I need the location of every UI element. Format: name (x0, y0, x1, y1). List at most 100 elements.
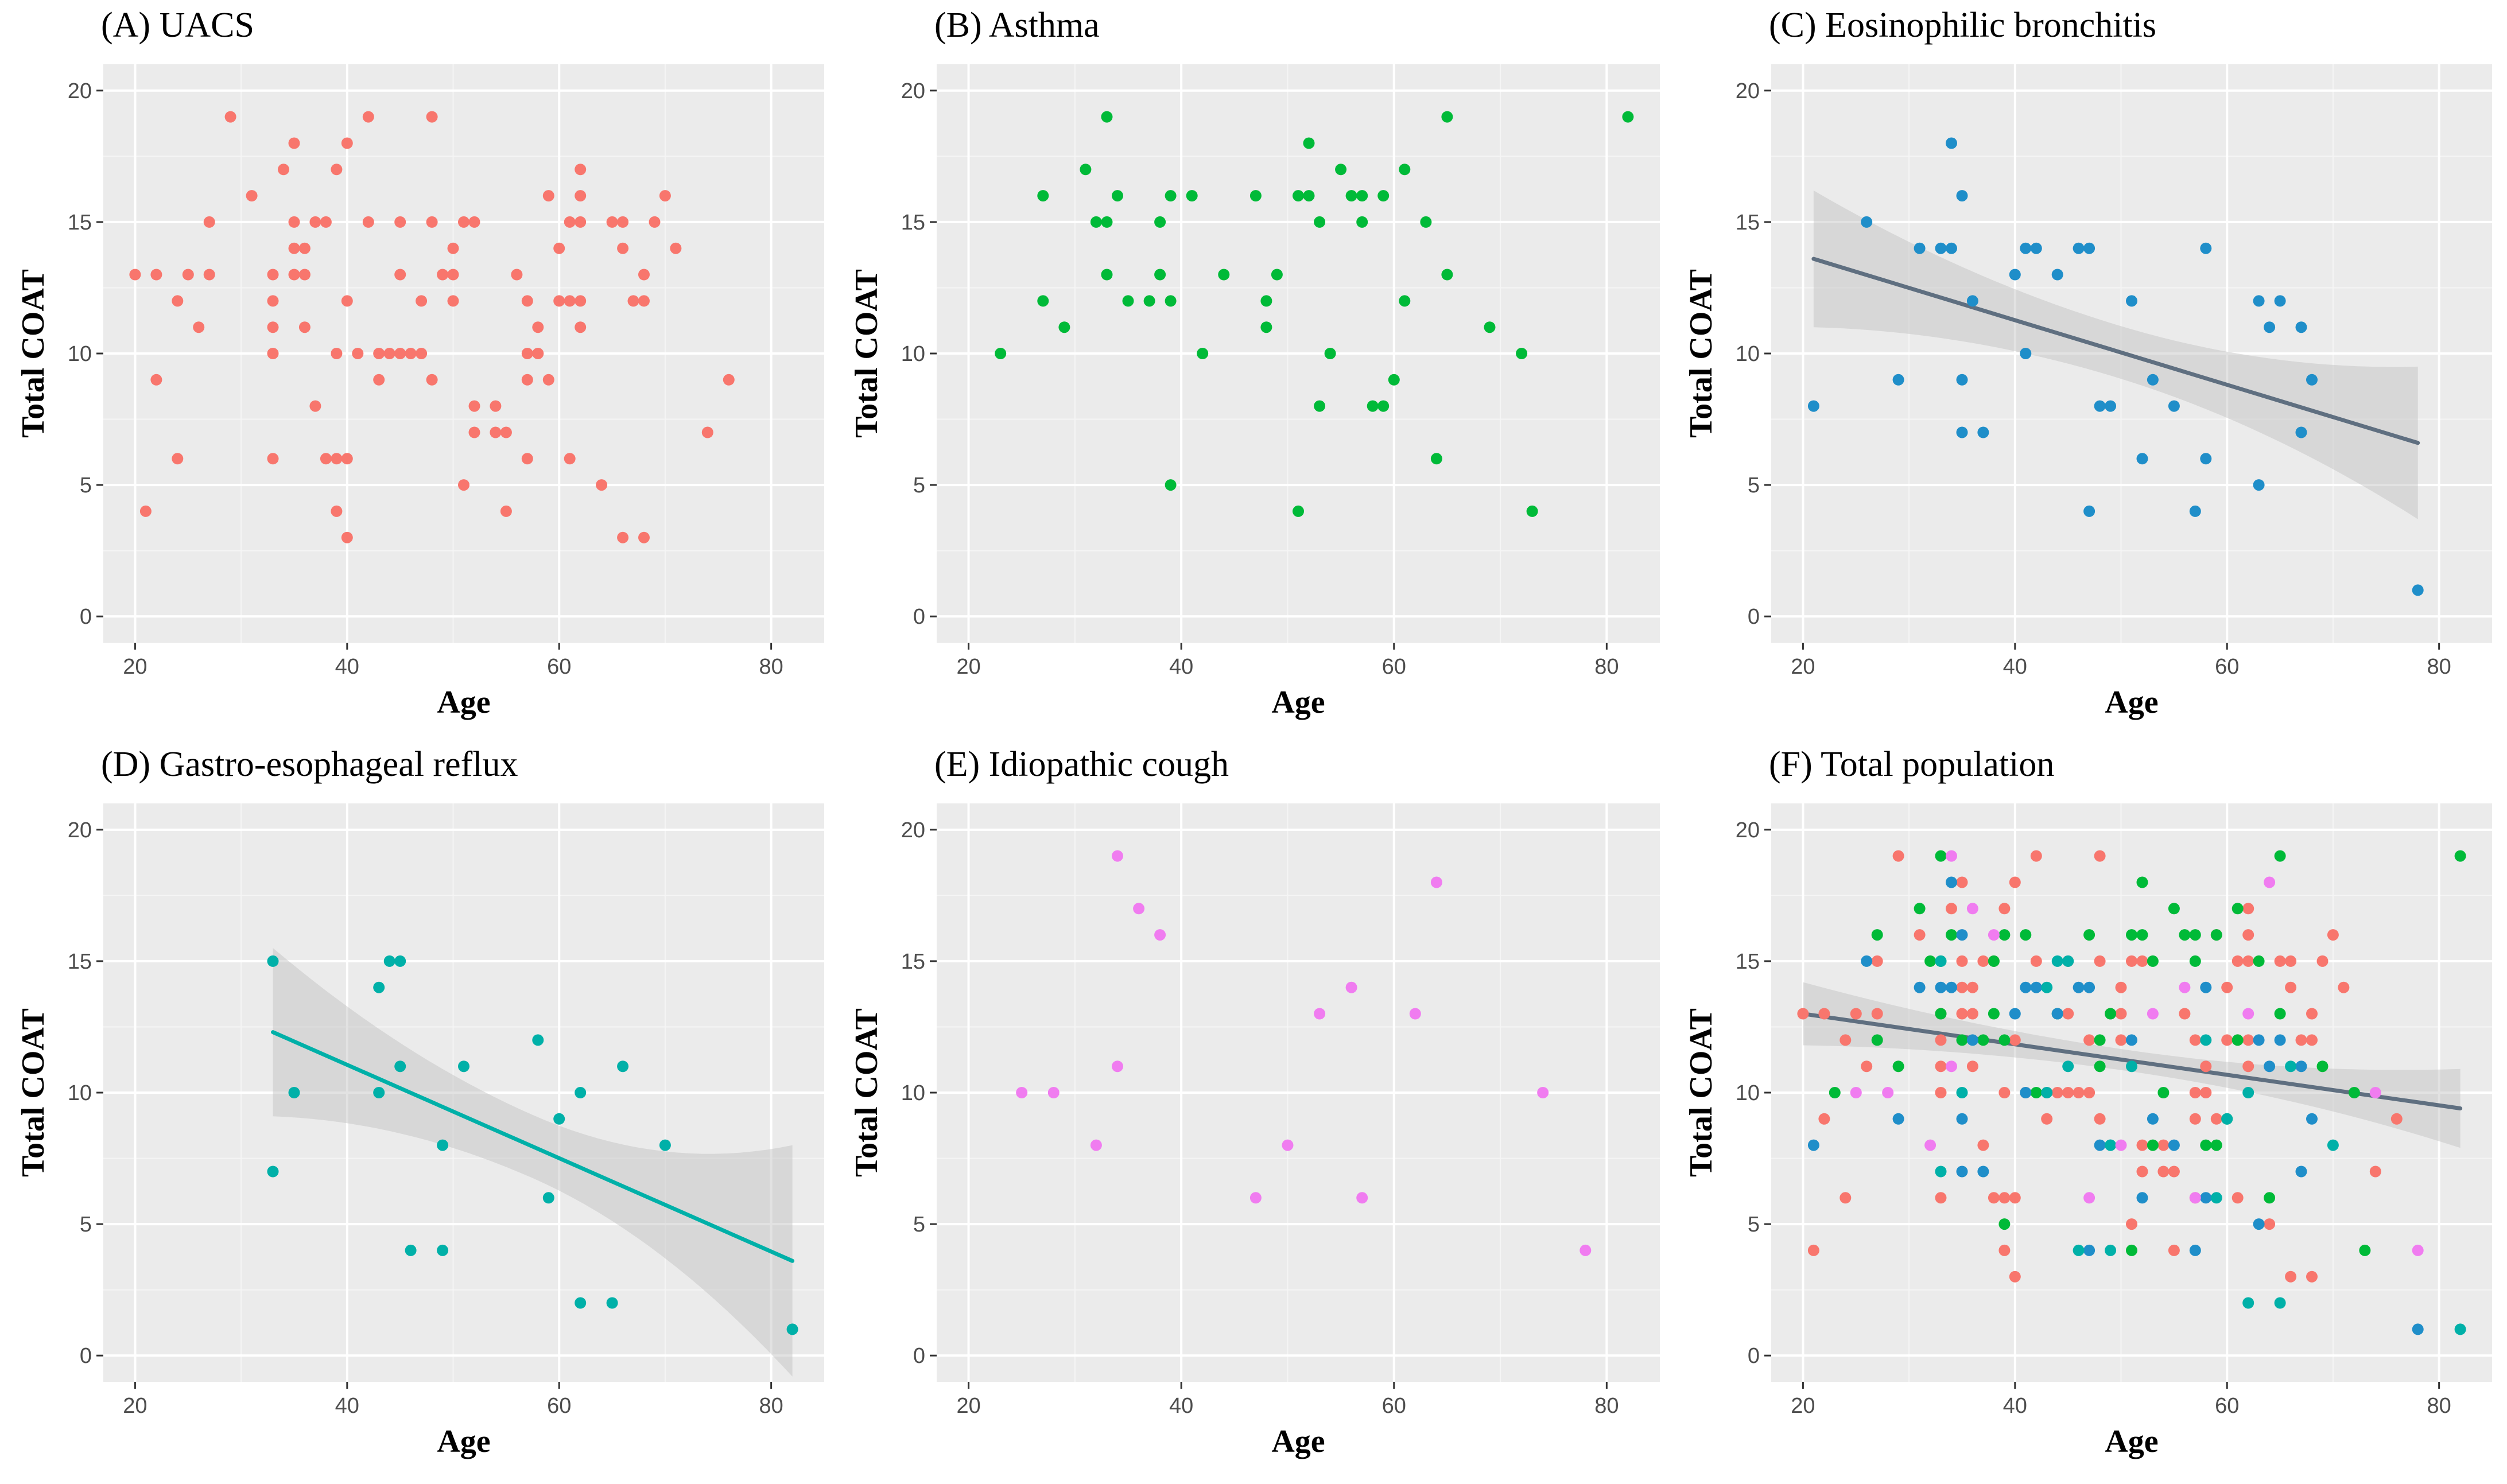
data-point-idiopathic-cough (1016, 1087, 1028, 1098)
x-tick-label: 60 (1382, 1394, 1406, 1418)
data-point-gastro-esophageal-reflux (373, 1087, 385, 1098)
y-tick-label: 0 (80, 605, 92, 629)
data-point-asthma (2126, 929, 2137, 941)
data-point-uacs (564, 453, 576, 465)
data-point-asthma (2020, 929, 2032, 941)
y-tick-label: 10 (1736, 1081, 1760, 1105)
data-point-asthma (1037, 190, 1049, 202)
data-point-gastro-esophageal-reflux (2221, 1113, 2233, 1125)
data-point-gastro-esophageal-reflux (1935, 955, 1947, 967)
data-point-uacs (352, 348, 364, 359)
data-point-uacs (617, 216, 629, 228)
data-point-uacs (298, 321, 311, 333)
data-point-eosinophilic-bronchitis (1977, 1166, 1989, 1178)
y-axis-title: Total COAT (15, 269, 51, 438)
data-point-asthma (2189, 955, 2201, 967)
data-point-gastro-esophageal-reflux (2285, 1060, 2297, 1073)
data-point-eosinophilic-bronchitis (1861, 955, 1873, 967)
data-point-uacs (394, 216, 406, 228)
data-point-idiopathic-cough (1249, 1192, 1262, 1204)
x-axis-title: Age (437, 1424, 490, 1459)
y-tick-label: 10 (901, 1081, 925, 1105)
data-point-idiopathic-cough (1356, 1192, 1368, 1204)
data-point-eosinophilic-bronchitis (2051, 1008, 2063, 1020)
data-point-asthma (1293, 190, 1304, 202)
data-point-uacs (447, 242, 459, 254)
data-point-uacs (1956, 955, 1968, 967)
y-tick-label: 0 (1748, 605, 1760, 629)
data-point-uacs (373, 348, 385, 359)
data-point-asthma (2264, 1192, 2276, 1204)
y-tick-label: 20 (1736, 79, 1760, 103)
data-point-uacs (2285, 955, 2297, 967)
data-point-uacs (2115, 981, 2127, 993)
x-axis-title: Age (1271, 1424, 1325, 1459)
data-point-asthma (2147, 1139, 2159, 1151)
y-tick-label: 0 (80, 1344, 92, 1368)
data-point-uacs (521, 348, 533, 359)
data-point-asthma (2359, 1244, 2371, 1256)
data-point-idiopathic-cough (1282, 1139, 1294, 1151)
data-point-uacs (2327, 929, 2339, 941)
data-point-asthma (2179, 929, 2191, 941)
data-point-uacs (638, 295, 650, 307)
data-point-asthma (2316, 1060, 2329, 1073)
x-tick-label: 40 (335, 655, 359, 679)
data-point-uacs (447, 295, 459, 307)
data-point-asthma (2094, 1034, 2106, 1046)
data-point-uacs (341, 453, 353, 465)
data-point-idiopathic-cough (1314, 1008, 1326, 1020)
data-point-uacs (2094, 850, 2106, 862)
data-point-asthma (1935, 1008, 1947, 1020)
data-point-eosinophilic-bronchitis (2189, 1244, 2201, 1256)
panel-b-asthma: 20 40 60 80 0 5 10 15 20 (B) Asthma Age Total COAT (849, 6, 1660, 720)
data-point-asthma (1356, 216, 1368, 228)
data-point-uacs (373, 374, 385, 386)
data-point-asthma (1829, 1087, 1841, 1098)
data-point-uacs (1956, 981, 1968, 993)
data-point-uacs (2157, 1166, 2170, 1178)
data-point-uacs (1998, 1244, 2011, 1256)
data-point-asthma (1037, 295, 1049, 307)
data-point-uacs (2221, 981, 2233, 993)
data-point-eosinophilic-bronchitis (2126, 1034, 2137, 1046)
data-point-asthma (2126, 1244, 2137, 1256)
data-point-asthma (1977, 1034, 1989, 1046)
y-axis-title: Total COAT (849, 1008, 884, 1177)
data-point-uacs (267, 453, 279, 465)
data-point-eosinophilic-bronchitis (1956, 190, 1968, 202)
data-point-uacs (1914, 929, 1926, 941)
data-point-uacs (288, 216, 300, 228)
data-point-idiopathic-cough (1154, 929, 1166, 941)
data-point-asthma (2274, 1008, 2286, 1020)
data-point-uacs (278, 164, 289, 176)
data-point-uacs (627, 295, 639, 307)
data-point-uacs (2306, 1008, 2318, 1020)
data-point-asthma (1303, 137, 1315, 149)
data-point-asthma (2168, 903, 2180, 915)
data-point-uacs (490, 426, 502, 438)
x-tick-label: 80 (759, 1394, 783, 1418)
data-point-uacs (1966, 981, 1978, 993)
data-point-gastro-esophageal-reflux (575, 1297, 587, 1309)
data-point-eosinophilic-bronchitis (2020, 242, 2032, 254)
data-point-eosinophilic-bronchitis (2030, 981, 2042, 993)
data-point-eosinophilic-bronchitis (2189, 505, 2201, 517)
data-point-uacs (129, 269, 141, 281)
y-tick-label: 20 (68, 818, 92, 842)
data-point-uacs (553, 242, 565, 254)
data-point-asthma (1101, 269, 1113, 281)
data-point-idiopathic-cough (1409, 1008, 1421, 1020)
data-point-uacs (468, 216, 480, 228)
data-point-asthma (2030, 1087, 2042, 1098)
x-tick-label: 60 (547, 1394, 571, 1418)
x-tick-label: 80 (2427, 655, 2451, 679)
panel-title: (B) Asthma (934, 6, 1100, 45)
data-point-asthma (1090, 216, 1102, 228)
data-point-uacs (575, 321, 587, 333)
data-point-uacs (701, 426, 713, 438)
x-axis-title: Age (437, 685, 490, 720)
data-point-gastro-esophageal-reflux (2051, 955, 2063, 967)
data-point-asthma (1526, 505, 1538, 517)
data-point-uacs (1998, 903, 2011, 915)
